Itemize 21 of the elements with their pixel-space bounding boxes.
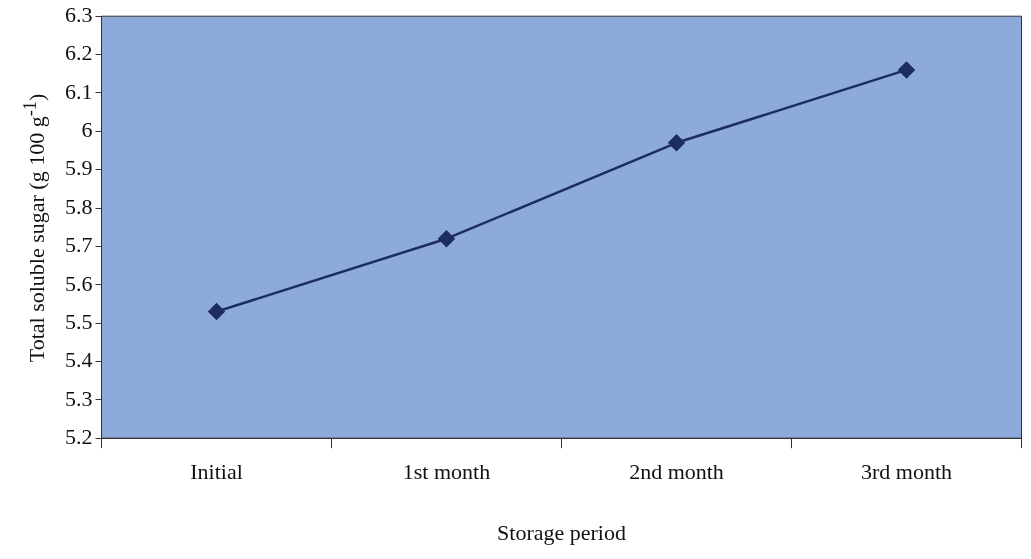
y-tick-label: 6: [81, 117, 93, 143]
y-tick-label: 5.2: [65, 423, 93, 449]
x-axis-title: Storage period: [497, 519, 626, 545]
y-tick-label: 5.3: [65, 385, 93, 411]
point: [438, 230, 455, 247]
y-tick-label: 5.5: [65, 308, 93, 334]
x-tick-label: 2nd month: [629, 459, 724, 485]
y-tick-label: 6.2: [65, 40, 93, 66]
y-tick-label: 5.4: [65, 347, 93, 373]
y-tick-label: 5.7: [65, 232, 93, 258]
y-tick-label: 6.3: [65, 1, 93, 27]
point: [668, 134, 685, 152]
x-tick-label: 3rd month: [860, 459, 953, 485]
y-tick-label: 6.1: [65, 78, 93, 104]
point: [898, 61, 915, 79]
point: [208, 303, 225, 320]
x-tick-label: 1st month: [402, 459, 491, 485]
x-tick-label: Initial: [190, 459, 243, 485]
y-tick-label: 5.8: [65, 193, 93, 219]
y-tick-label: 5.9: [65, 155, 93, 181]
y-tick-label: 5.6: [65, 270, 93, 296]
